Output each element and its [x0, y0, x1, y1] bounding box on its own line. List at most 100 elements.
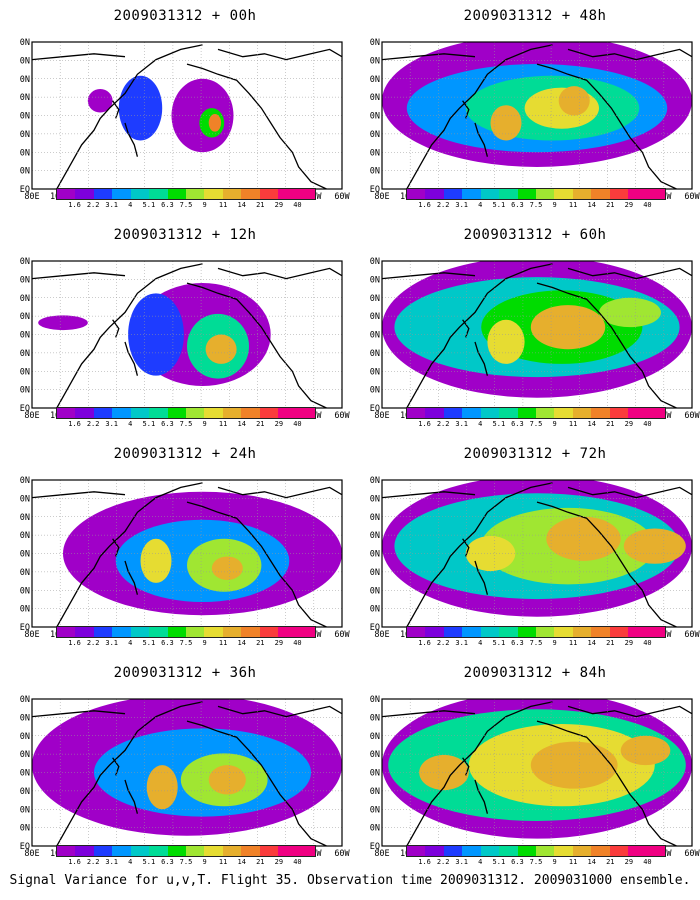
colorbar-label: 6.3 — [161, 639, 174, 647]
colorbar-label: 29 — [624, 858, 634, 866]
y-tick-label: 50N — [370, 93, 380, 103]
colorbar-label: 4 — [128, 201, 133, 209]
panel-title: 2009031312 + 24h — [113, 446, 257, 462]
colorbar-label: 1.6 — [418, 420, 431, 428]
colorbar-swatch — [609, 408, 629, 418]
map-panel: 2009031312 + 24h 80E100E120E140E160E18016… — [20, 446, 350, 651]
colorbar-label: 2.2 — [436, 420, 450, 428]
colorbar-label: 11 — [568, 420, 578, 428]
colorbar-label: 29 — [274, 420, 284, 428]
y-tick-label: 40N — [370, 769, 380, 779]
colorbar-swatch — [204, 846, 223, 856]
y-tick-label: 50N — [370, 312, 380, 322]
colorbar-labels: 1.6 2.2 3.1 4 5.1 6.3 7.5 9 11 14 21 29 40 — [56, 858, 316, 868]
colorbar-label: 11 — [568, 639, 578, 647]
variance-field — [382, 261, 692, 408]
colorbar-swatch — [185, 189, 205, 199]
colorbar-label: 7.5 — [529, 201, 543, 209]
coastline — [474, 341, 489, 376]
coastline — [474, 779, 489, 814]
colorbar-swatch — [572, 408, 592, 418]
colorbar-label: 11 — [218, 420, 228, 428]
y-tick-label: 20N — [370, 586, 380, 596]
variance-contour — [487, 319, 525, 364]
colorbar-label: 7.5 — [529, 420, 543, 428]
variance-contour — [530, 305, 606, 350]
colorbar-label: 5.1 — [142, 858, 156, 866]
x-tick-label: 60W — [684, 630, 700, 640]
colorbar-swatch — [204, 627, 223, 637]
coastline — [217, 705, 342, 718]
colorbar-swatch — [112, 846, 131, 856]
colorbar-label: 4 — [128, 639, 133, 647]
colorbar-label: 3.1 — [105, 858, 119, 866]
colorbar-label: 3.1 — [455, 201, 469, 209]
colorbar-swatch — [57, 627, 76, 637]
coastline — [124, 122, 139, 157]
colorbar-swatch — [628, 846, 647, 856]
y-tick-label: 80N — [370, 695, 380, 705]
y-tick-label: 70N — [20, 494, 30, 504]
variance-contour — [38, 315, 88, 331]
map-panel: 2009031312 + 84h 80E100E120E140E160E18016… — [370, 665, 700, 870]
y-tick-label: 50N — [370, 531, 380, 541]
colorbar-swatch — [443, 408, 463, 418]
colorbar-swatch — [93, 408, 113, 418]
y-tick-label: EQ — [370, 842, 380, 852]
y-tick-label: 30N — [370, 568, 380, 578]
panel-title: 2009031312 + 36h — [113, 665, 257, 681]
colorbar — [56, 188, 316, 200]
y-tick-label: 20N — [20, 586, 30, 596]
colorbar-label: 29 — [274, 858, 284, 866]
y-tick-label: EQ — [20, 623, 30, 633]
panel-title: 2009031312 + 84h — [463, 665, 607, 681]
coastline — [382, 710, 476, 718]
colorbar-swatch — [407, 846, 426, 856]
colorbar-label: 11 — [218, 639, 228, 647]
colorbar — [406, 407, 666, 419]
colorbar-swatch — [93, 627, 113, 637]
y-tick-label: 10N — [20, 605, 30, 615]
panel-title: 2009031312 + 72h — [463, 446, 607, 462]
y-tick-label: 20N — [20, 148, 30, 158]
variance-contour — [211, 556, 243, 580]
colorbar-label: 2.2 — [436, 201, 450, 209]
x-tick-label: 60W — [684, 411, 700, 421]
colorbar-label: 3.1 — [455, 420, 469, 428]
colorbar-label: 1.6 — [68, 201, 81, 209]
colorbar-swatch — [425, 408, 444, 418]
colorbar-swatch — [628, 408, 647, 418]
colorbar-swatch — [259, 846, 279, 856]
colorbar-label: 9 — [552, 639, 557, 647]
x-tick-label: 80E — [374, 630, 389, 640]
colorbar — [406, 626, 666, 638]
colorbar-label: 21 — [256, 639, 265, 647]
colorbar-swatch — [167, 846, 186, 856]
colorbar-label: 3.1 — [455, 639, 469, 647]
y-tick-label: 20N — [20, 367, 30, 377]
colorbar-label: 11 — [568, 201, 578, 209]
variance-contour — [140, 538, 172, 583]
y-tick-label: 40N — [370, 112, 380, 122]
colorbar-label: 14 — [237, 858, 246, 866]
colorbar-swatch — [204, 408, 223, 418]
colorbar-swatch — [517, 408, 536, 418]
y-tick-label: 30N — [20, 787, 30, 797]
colorbar-swatch — [554, 846, 573, 856]
colorbar-label: 21 — [606, 858, 615, 866]
colorbar — [406, 845, 666, 857]
colorbar-swatch — [480, 846, 500, 856]
colorbar-label: 7.5 — [529, 858, 543, 866]
colorbar-swatch — [259, 189, 279, 199]
variance-contour — [623, 528, 686, 564]
colorbar-swatch — [517, 627, 536, 637]
colorbar — [56, 626, 316, 638]
colorbar-label: 9 — [552, 858, 557, 866]
map-panel: 2009031312 + 00h 80E100E120E140E160E18016… — [20, 8, 350, 213]
y-tick-label: 80N — [20, 257, 30, 267]
colorbar-swatch — [222, 408, 242, 418]
colorbar-label: 6.3 — [511, 201, 524, 209]
colorbar-swatch — [185, 408, 205, 418]
y-tick-label: 80N — [370, 257, 380, 267]
colorbar-label: 6.3 — [161, 420, 174, 428]
